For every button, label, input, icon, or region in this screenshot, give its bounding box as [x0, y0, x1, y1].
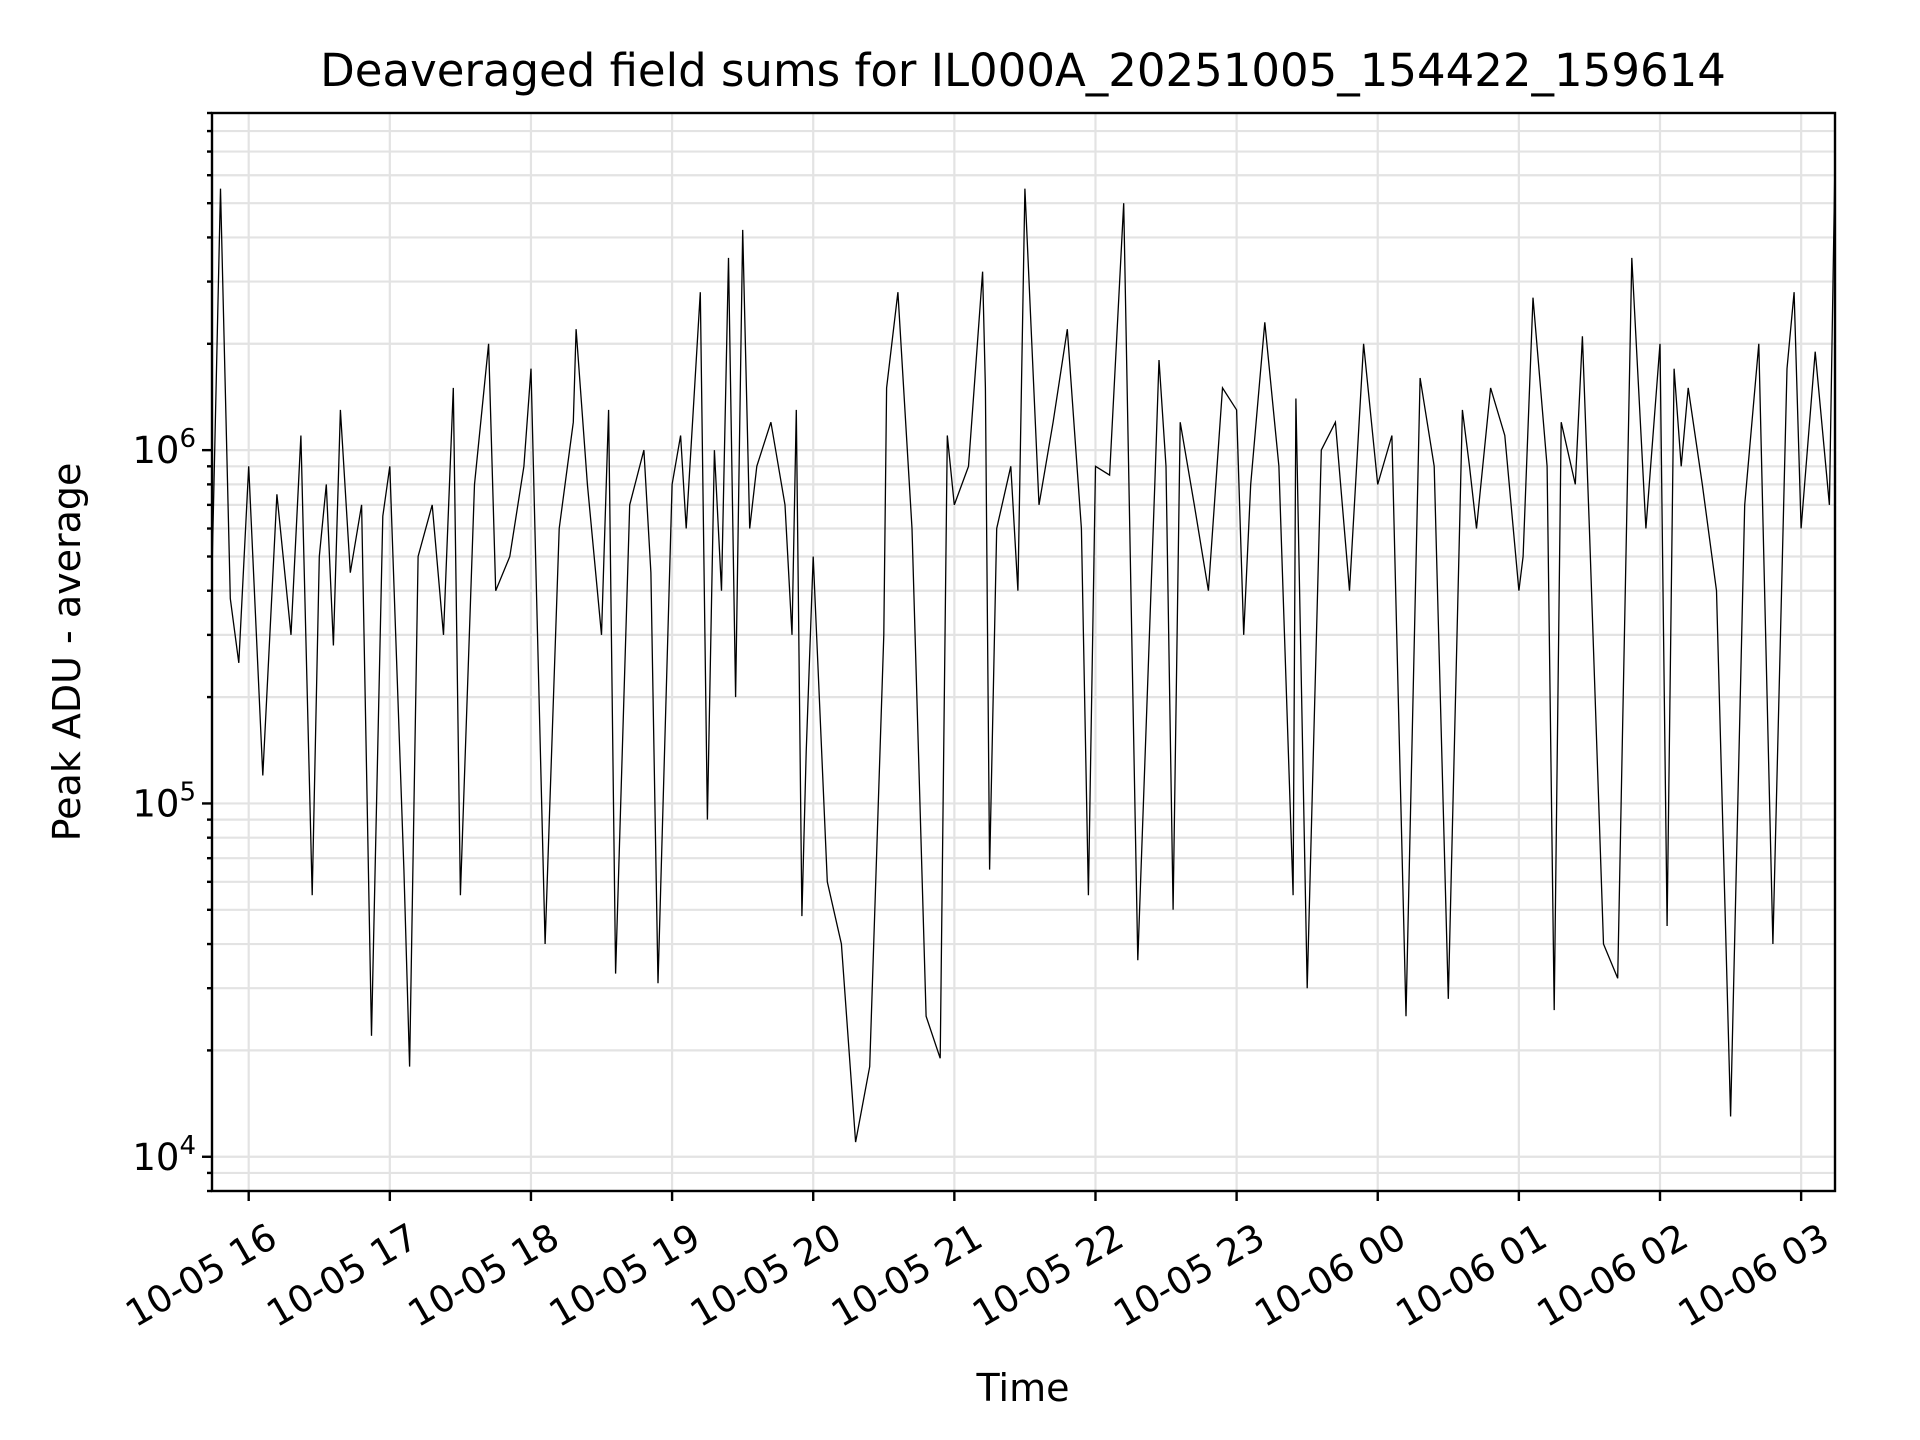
x-tick-label: 10-05 23	[1106, 1215, 1272, 1335]
x-tick-label: 10-05 17	[260, 1215, 426, 1335]
chart-title: Deaveraged field sums for IL000A_2025100…	[320, 44, 1726, 97]
x-tick-label: 10-06 01	[1389, 1215, 1555, 1335]
x-tick-label: 10-05 22	[965, 1215, 1131, 1335]
y-tick-label: 105	[132, 777, 196, 825]
y-axis-label: Peak ADU - average	[45, 463, 89, 842]
x-tick-label: 10-05 18	[401, 1215, 567, 1335]
y-axis: 104 105 106	[132, 111, 212, 1193]
x-tick-label: 10-06 00	[1247, 1215, 1413, 1335]
y-tick-label: 104	[132, 1131, 196, 1179]
plot-frame	[210, 111, 1837, 1193]
series-layer	[211, 158, 1836, 1143]
y-tick-label: 106	[132, 424, 196, 472]
x-tick-label: 10-05 21	[824, 1215, 990, 1335]
x-tick-label: 10-06 03	[1671, 1215, 1837, 1335]
x-axis-label: Time	[976, 1366, 1070, 1410]
x-tick-label: 10-06 02	[1530, 1215, 1696, 1335]
x-tick-label: 10-05 20	[683, 1215, 849, 1335]
x-tick-label: 10-05 19	[542, 1215, 708, 1335]
x-tick-label: 10-05 16	[118, 1215, 284, 1335]
series-line	[211, 158, 1836, 1143]
